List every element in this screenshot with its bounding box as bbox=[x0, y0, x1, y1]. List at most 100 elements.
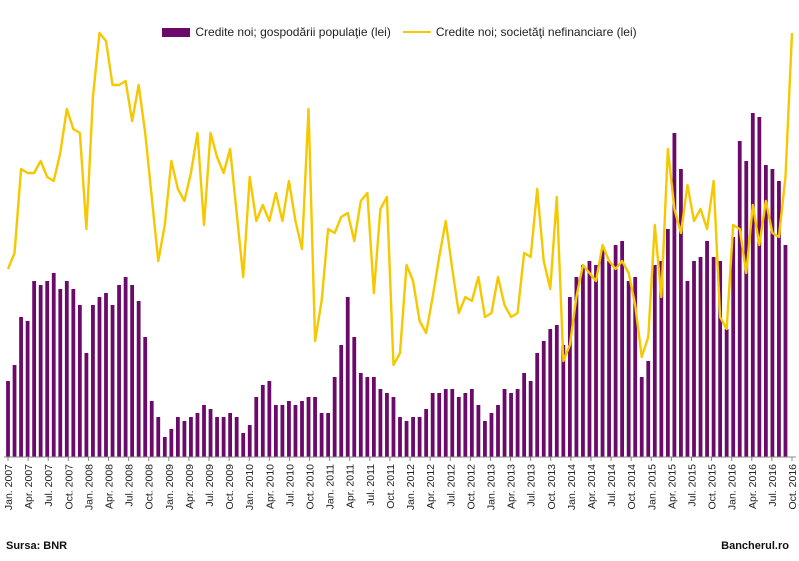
bar-mark bbox=[600, 249, 605, 457]
bar-mark bbox=[365, 377, 370, 457]
bar-mark bbox=[117, 285, 121, 457]
bar-mark bbox=[391, 397, 396, 457]
bar-mark bbox=[195, 413, 200, 457]
bar-mark bbox=[770, 169, 775, 457]
bar-mark bbox=[156, 417, 161, 457]
bar-mark bbox=[469, 389, 474, 457]
bar-mark bbox=[737, 141, 742, 457]
bar-mark bbox=[280, 405, 285, 457]
bar-mark bbox=[685, 281, 690, 457]
bar-mark bbox=[143, 337, 148, 457]
bar-series bbox=[6, 113, 788, 457]
bar-mark bbox=[104, 293, 108, 457]
bar-mark bbox=[189, 417, 193, 457]
x-tick-label: Oct. 2013 bbox=[546, 464, 558, 510]
x-tick-label: Jul. 2009 bbox=[204, 464, 216, 507]
bar-mark bbox=[711, 257, 716, 457]
bar-mark bbox=[313, 397, 317, 457]
bar-mark bbox=[247, 425, 252, 457]
bar-mark bbox=[306, 397, 311, 457]
legend-swatch-bar bbox=[162, 27, 191, 37]
x-tick-label: Jan. 2016 bbox=[727, 464, 739, 510]
bar-mark bbox=[228, 413, 233, 457]
x-tick-label: Oct. 2012 bbox=[465, 464, 477, 510]
legend-swatch-line bbox=[402, 31, 431, 33]
bar-mark bbox=[620, 241, 625, 457]
bar-mark bbox=[287, 401, 291, 457]
bar-mark bbox=[6, 381, 10, 457]
bar-mark bbox=[509, 393, 513, 457]
x-tick-label: Jan. 2013 bbox=[485, 464, 497, 510]
bar-mark bbox=[437, 393, 442, 457]
bar-mark bbox=[293, 405, 298, 457]
x-tick-label: Oct. 2014 bbox=[626, 464, 638, 510]
legend: Credite noi; gospodării populaţie (lei) … bbox=[0, 22, 799, 42]
bar-mark bbox=[502, 389, 507, 457]
x-tick-label: Apr. 2016 bbox=[747, 464, 759, 509]
bar-mark bbox=[202, 405, 206, 457]
bar-mark bbox=[58, 289, 63, 457]
bar-mark bbox=[483, 421, 487, 457]
bar-mark bbox=[339, 345, 344, 457]
bar-mark bbox=[489, 413, 494, 457]
bar-mark bbox=[574, 277, 579, 457]
x-tick-label: Oct. 2016 bbox=[787, 464, 799, 510]
bar-mark bbox=[175, 417, 180, 457]
line-series bbox=[6, 31, 794, 367]
x-tick-label: Jan. 2009 bbox=[164, 464, 176, 510]
bar-mark bbox=[496, 405, 500, 457]
x-tick-label: Jul. 2012 bbox=[445, 464, 457, 507]
x-tick-label: Jul. 2016 bbox=[767, 464, 779, 507]
bar-mark bbox=[567, 297, 572, 457]
x-tick-label: Apr. 2007 bbox=[23, 464, 35, 509]
legend-label-households: Credite noi; gospodării populaţie (lei) bbox=[195, 25, 391, 39]
bar-mark bbox=[169, 429, 174, 457]
bar-mark bbox=[71, 289, 76, 457]
bar-mark bbox=[208, 409, 213, 457]
x-tick-label: Jul. 2015 bbox=[686, 464, 698, 507]
bar-mark bbox=[241, 433, 246, 457]
x-tick-label: Apr. 2011 bbox=[345, 464, 357, 508]
bar-mark bbox=[110, 305, 115, 457]
bar-mark bbox=[25, 321, 30, 457]
x-tick-label: Apr. 2015 bbox=[666, 464, 678, 509]
bar-mark bbox=[234, 417, 239, 457]
bar-mark bbox=[607, 261, 611, 457]
x-tick-label: Jan. 2015 bbox=[646, 464, 658, 510]
x-tick-label: Jul. 2014 bbox=[606, 464, 618, 507]
bar-mark bbox=[424, 409, 429, 457]
x-tick-label: Apr. 2008 bbox=[104, 464, 116, 509]
x-tick-label: Apr. 2010 bbox=[264, 464, 276, 509]
x-tick-label: Jul. 2011 bbox=[365, 464, 377, 506]
x-tick-label: Jan. 2011 bbox=[325, 464, 337, 510]
bar-mark bbox=[763, 165, 768, 457]
x-tick-label: Jan. 2012 bbox=[405, 464, 417, 510]
bar-mark bbox=[750, 113, 755, 457]
bar-mark bbox=[398, 417, 402, 457]
bar-mark bbox=[319, 413, 324, 457]
bar-mark bbox=[345, 297, 350, 457]
x-tick-label: Jul. 2007 bbox=[43, 464, 55, 507]
x-tick-label: Oct. 2008 bbox=[144, 464, 156, 510]
bar-mark bbox=[358, 373, 363, 457]
bar-mark bbox=[19, 317, 23, 457]
bar-mark bbox=[718, 261, 723, 457]
bar-mark bbox=[679, 169, 683, 457]
bar-mark bbox=[541, 341, 546, 457]
bar-mark bbox=[300, 401, 304, 457]
bar-mark bbox=[221, 417, 226, 457]
bar-mark bbox=[417, 417, 422, 457]
bar-mark bbox=[443, 389, 448, 457]
bar-mark bbox=[130, 285, 135, 457]
bar-mark bbox=[581, 265, 585, 457]
bar-mark bbox=[744, 161, 749, 457]
bar-mark bbox=[463, 393, 468, 457]
bar-mark bbox=[731, 237, 736, 457]
source-note: Sursa: BNR bbox=[6, 540, 68, 552]
x-tick-label: Oct. 2007 bbox=[63, 464, 75, 510]
bar-mark bbox=[267, 381, 272, 457]
bar-mark bbox=[561, 345, 566, 457]
bar-mark bbox=[254, 397, 259, 457]
brand-logo: Bancherul.ro bbox=[721, 540, 789, 552]
